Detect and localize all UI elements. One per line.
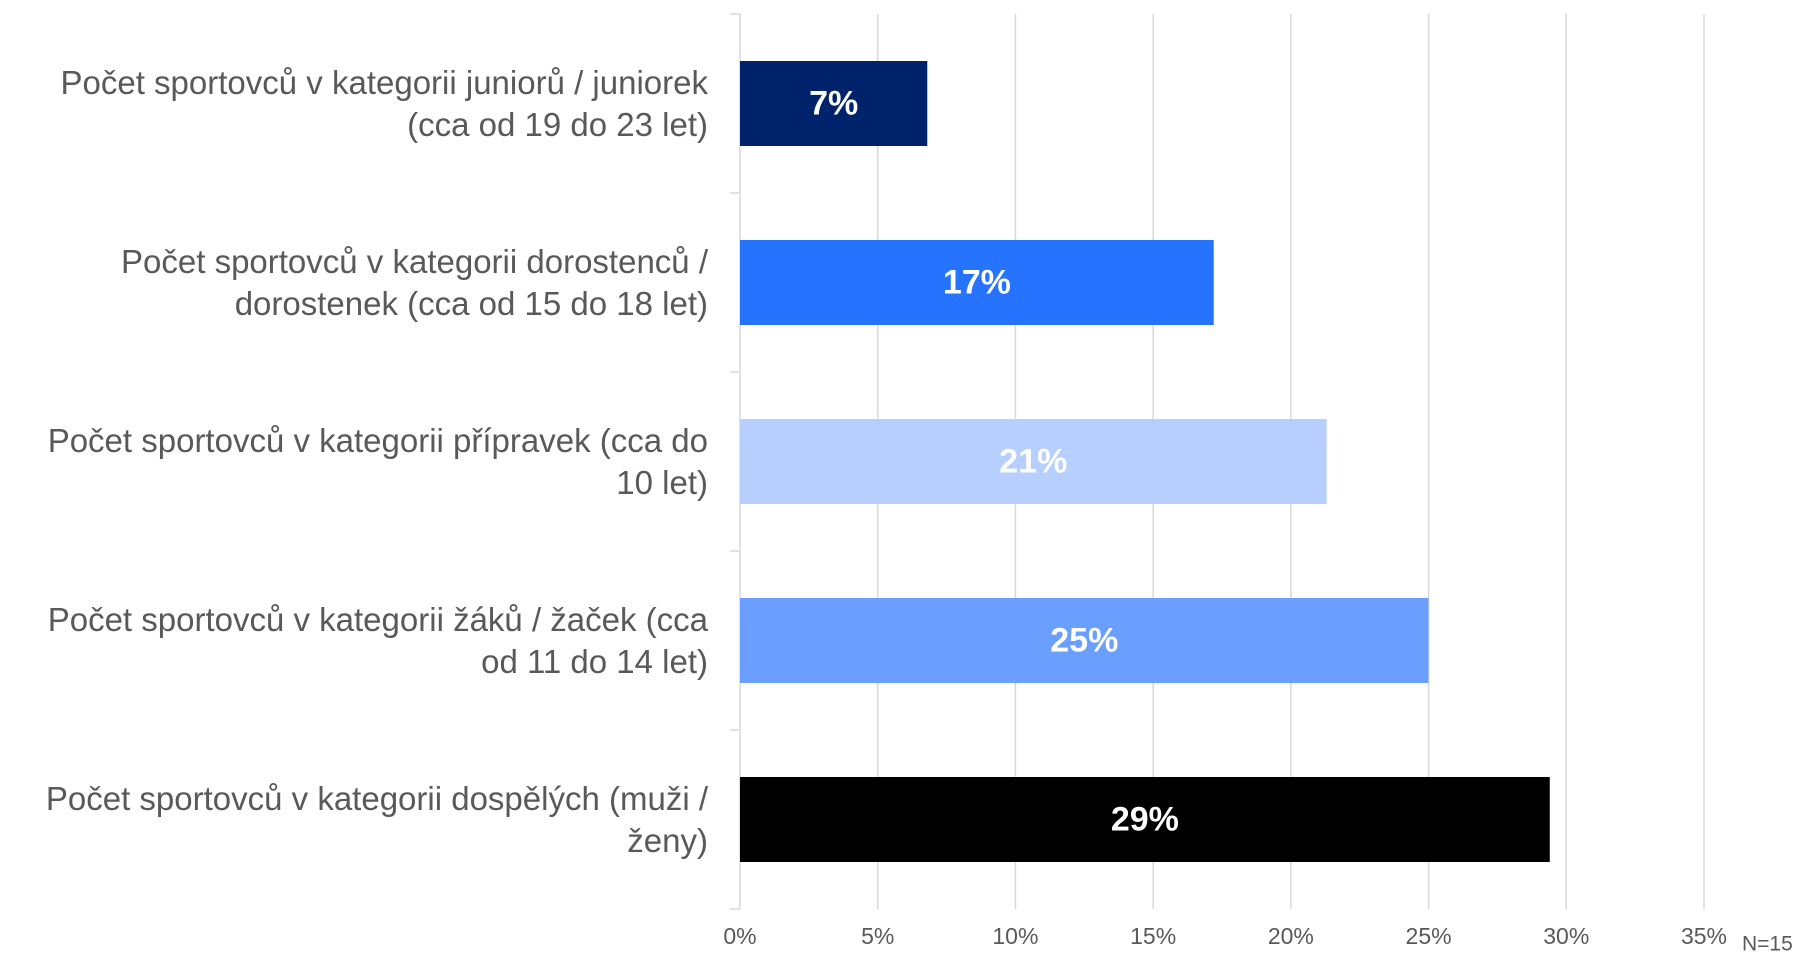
value-label: 29% <box>1111 800 1179 838</box>
x-tick-label: 20% <box>1268 923 1314 949</box>
x-tick-label: 25% <box>1406 923 1452 949</box>
bar <box>740 419 1327 504</box>
category-label: Počet sportovců v kategorii juniorů / ju… <box>60 63 709 143</box>
x-tick-label: 35% <box>1681 923 1727 949</box>
bar <box>740 598 1429 683</box>
value-label: 17% <box>943 263 1011 301</box>
category-label: Počet sportovců v kategorii přípravek (c… <box>47 421 708 501</box>
category-label: Počet sportovců v kategorii dorostenců /… <box>121 242 708 322</box>
category-label: Počet sportovců v kategorii žáků / žaček… <box>47 600 708 680</box>
x-tick-label: 10% <box>992 923 1038 949</box>
value-label: 21% <box>999 442 1067 480</box>
category-label: Počet sportovců v kategorii dospělých (m… <box>45 779 708 859</box>
value-label: 7% <box>809 84 858 122</box>
x-tick-label: 30% <box>1543 923 1589 949</box>
value-label: 25% <box>1050 621 1118 659</box>
bar <box>740 61 928 146</box>
bar <box>740 240 1214 325</box>
annotation: N=15 <box>1742 933 1793 953</box>
x-tick-label: 15% <box>1130 923 1176 949</box>
x-tick-label: 0% <box>723 923 756 949</box>
x-tick-label: 5% <box>861 923 894 949</box>
bar <box>740 777 1550 862</box>
